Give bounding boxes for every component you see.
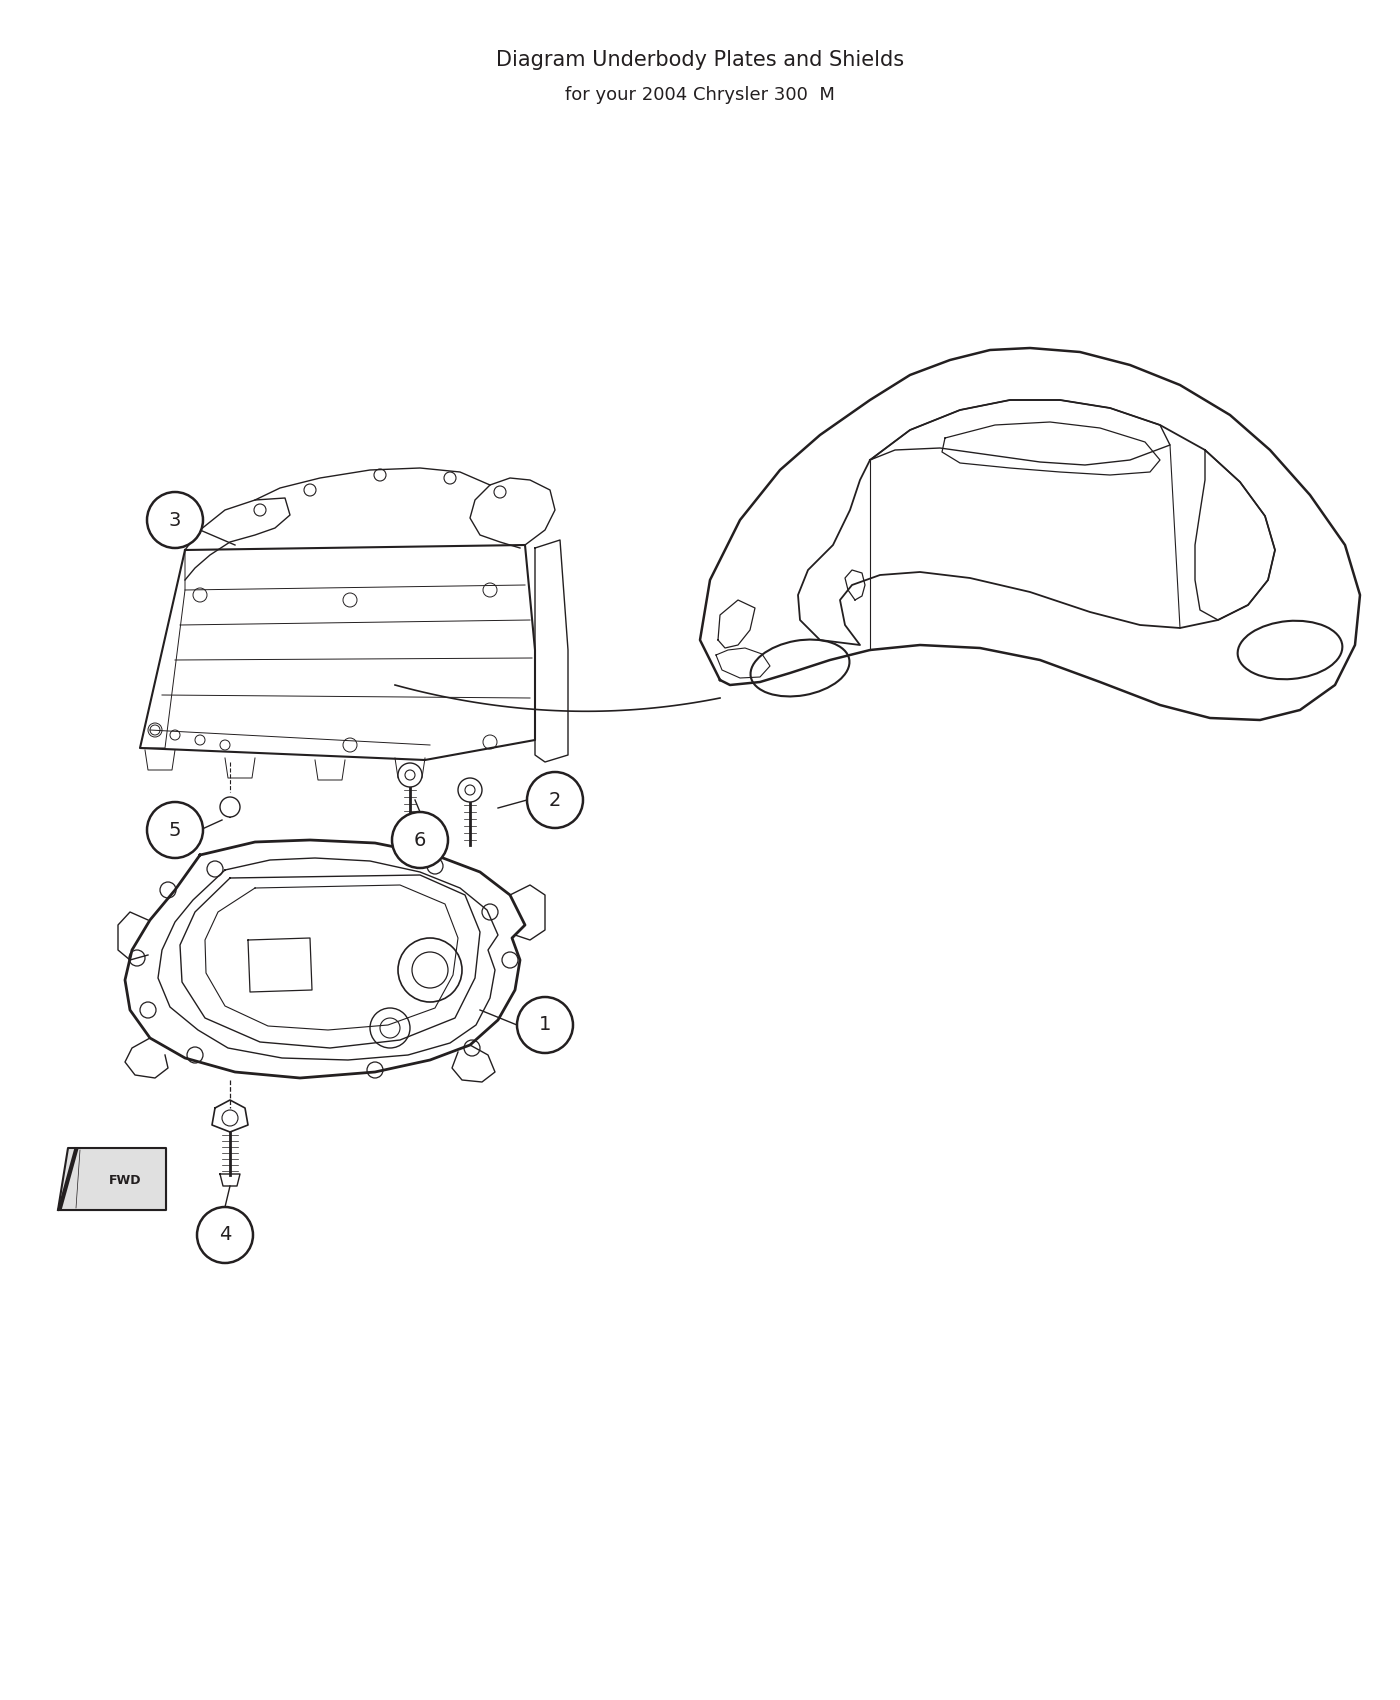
Circle shape <box>458 779 482 802</box>
Circle shape <box>220 797 239 818</box>
Text: 6: 6 <box>414 831 426 850</box>
Text: for your 2004 Chrysler 300  M: for your 2004 Chrysler 300 M <box>566 87 834 104</box>
Circle shape <box>197 1207 253 1263</box>
Polygon shape <box>57 1148 167 1210</box>
Text: FWD: FWD <box>109 1173 141 1187</box>
Text: Diagram Underbody Plates and Shields: Diagram Underbody Plates and Shields <box>496 49 904 70</box>
Circle shape <box>398 763 421 787</box>
Circle shape <box>392 813 448 869</box>
Text: 3: 3 <box>169 510 181 529</box>
Circle shape <box>147 802 203 858</box>
Text: 4: 4 <box>218 1226 231 1244</box>
Text: 5: 5 <box>169 821 181 840</box>
Text: 2: 2 <box>549 790 561 809</box>
Circle shape <box>526 772 582 828</box>
Circle shape <box>147 491 203 547</box>
Circle shape <box>517 996 573 1052</box>
Text: 1: 1 <box>539 1015 552 1035</box>
